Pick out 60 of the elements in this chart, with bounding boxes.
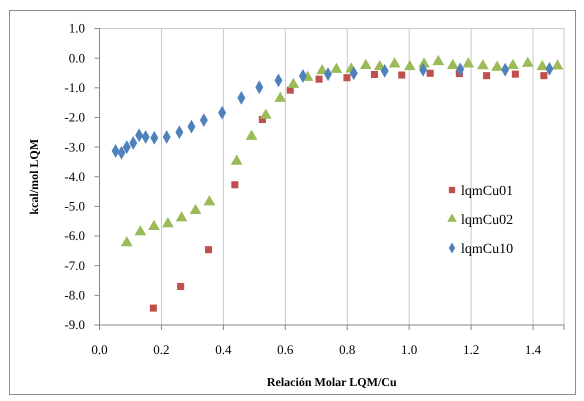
point xyxy=(483,72,490,80)
y-tick-label: -5.0 xyxy=(64,198,85,214)
point xyxy=(398,72,406,79)
point xyxy=(204,246,212,254)
point xyxy=(274,92,286,102)
point xyxy=(287,78,300,88)
point xyxy=(370,70,378,78)
point xyxy=(230,154,243,165)
point xyxy=(204,195,216,206)
point xyxy=(260,108,272,119)
point xyxy=(148,220,160,230)
point xyxy=(231,181,238,188)
legend-label: lqmCu02 xyxy=(461,213,514,228)
point xyxy=(330,62,342,73)
point xyxy=(190,204,202,214)
point xyxy=(552,59,564,70)
x-tick-label: 0.2 xyxy=(153,342,170,357)
y-tick-label: -3.0 xyxy=(64,139,85,154)
y-tick-label: 1.0 xyxy=(68,20,85,36)
point xyxy=(540,72,548,80)
y-tick-label: -1.0 xyxy=(64,80,85,95)
point xyxy=(507,58,519,69)
y-tick-label: -2.0 xyxy=(64,110,85,125)
y-tick-label: -8.0 xyxy=(64,288,85,303)
point xyxy=(246,130,258,140)
y-tick-label: 0.0 xyxy=(68,50,85,66)
x-tick-label: 0.8 xyxy=(339,342,356,357)
y-tick-label: -9.0 xyxy=(64,317,85,332)
point xyxy=(388,57,400,68)
point xyxy=(426,70,434,77)
point xyxy=(476,59,489,70)
point xyxy=(177,282,184,290)
point xyxy=(343,74,350,82)
point xyxy=(176,211,188,222)
point xyxy=(162,217,174,228)
x-tick-label: 0.4 xyxy=(215,342,232,357)
legend-label: lqmCu10 xyxy=(461,242,514,257)
y-axis-title: kcal/mol LQM xyxy=(27,138,41,215)
x-tick-label: 1.0 xyxy=(401,342,418,357)
point xyxy=(316,76,323,83)
point xyxy=(404,60,416,70)
point xyxy=(462,57,474,68)
x-tick-label: 0.6 xyxy=(277,342,294,357)
y-tick-label: -4.0 xyxy=(64,168,85,184)
point xyxy=(512,70,519,78)
point xyxy=(432,54,444,66)
x-tick-label: 1.2 xyxy=(462,342,480,357)
x-tick-label: 0.0 xyxy=(91,342,108,357)
point xyxy=(134,225,146,236)
point xyxy=(491,60,503,71)
point xyxy=(360,58,372,69)
x-tick-label: 1.4 xyxy=(524,342,542,357)
point xyxy=(446,58,459,69)
point xyxy=(120,236,133,246)
x-axis-title: Relación Molar LQM/Cu xyxy=(266,375,397,389)
legend-label: lqmCu01 xyxy=(461,184,514,199)
point xyxy=(522,56,534,67)
point xyxy=(150,304,157,312)
y-tick-label: -6.0 xyxy=(64,228,85,244)
y-tick-label: -7.0 xyxy=(64,258,85,273)
